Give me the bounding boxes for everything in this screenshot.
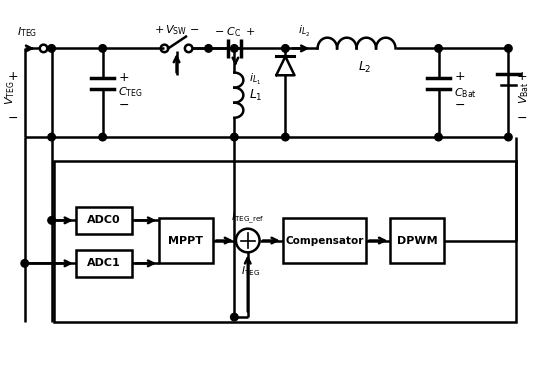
Text: ADC0: ADC0: [87, 216, 121, 225]
Circle shape: [282, 133, 289, 141]
Circle shape: [205, 45, 212, 52]
Bar: [54, 161, 517, 322]
Circle shape: [48, 217, 55, 224]
Circle shape: [48, 45, 55, 52]
Circle shape: [505, 133, 512, 141]
Text: $-$: $-$: [454, 98, 464, 111]
Text: MPPT: MPPT: [169, 236, 203, 245]
Text: $C_{\rm TEG}$: $C_{\rm TEG}$: [118, 85, 143, 99]
Bar: [76, 207, 132, 234]
Bar: [159, 217, 213, 264]
Text: $-$: $-$: [516, 110, 527, 123]
Circle shape: [435, 133, 442, 141]
Text: $V_{\rm TEG}$: $V_{\rm TEG}$: [3, 80, 17, 105]
Circle shape: [48, 133, 55, 141]
Text: $+ \, V_{\rm SW} \, -$: $+ \, V_{\rm SW} \, -$: [154, 23, 199, 37]
Text: $I_{\rm TEG}$: $I_{\rm TEG}$: [241, 264, 260, 278]
Text: $i_{L_1}$: $i_{L_1}$: [249, 72, 262, 87]
Text: $I_{\rm TEG}$: $I_{\rm TEG}$: [17, 25, 37, 39]
Text: $+$: $+$: [516, 70, 527, 83]
Text: $+$: $+$: [118, 72, 129, 84]
Circle shape: [505, 45, 512, 52]
Text: ADC1: ADC1: [87, 259, 121, 268]
Text: Compensator: Compensator: [285, 236, 364, 245]
Circle shape: [230, 133, 238, 141]
Text: $L_{1}$: $L_{1}$: [249, 88, 263, 103]
Text: $+$: $+$: [454, 70, 465, 83]
Circle shape: [99, 45, 106, 52]
Text: $C_{\rm Bat}$: $C_{\rm Bat}$: [454, 86, 476, 100]
Bar: [76, 250, 132, 277]
Text: DPWM: DPWM: [397, 236, 437, 245]
Text: $+$: $+$: [7, 70, 18, 83]
Text: $i_{L_2}$: $i_{L_2}$: [298, 24, 311, 39]
Text: $L_{2}$: $L_{2}$: [358, 60, 371, 75]
Circle shape: [99, 133, 106, 141]
Bar: [283, 217, 366, 264]
Circle shape: [230, 313, 238, 321]
Text: $-$: $-$: [118, 98, 129, 111]
Text: $-$: $-$: [8, 110, 18, 123]
Circle shape: [435, 45, 442, 52]
Text: $- \; C_{\rm C} \; +$: $- \; C_{\rm C} \; +$: [214, 25, 255, 39]
Bar: [390, 217, 444, 264]
Circle shape: [230, 45, 238, 52]
Text: $V_{\rm Bat}$: $V_{\rm Bat}$: [518, 81, 531, 104]
Text: $I_{\rm TEG\_ref}$: $I_{\rm TEG\_ref}$: [231, 211, 264, 226]
Circle shape: [282, 45, 289, 52]
Circle shape: [21, 260, 29, 267]
